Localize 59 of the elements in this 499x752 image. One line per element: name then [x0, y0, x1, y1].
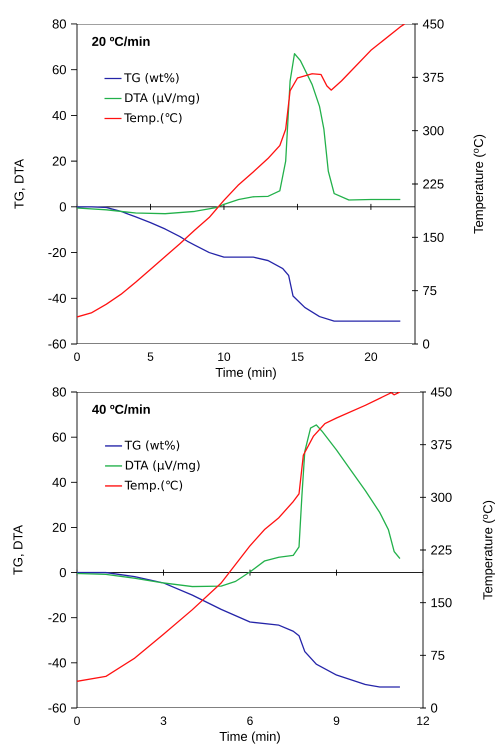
x-tick-label: 0 — [74, 352, 80, 361]
y2-axis-title: Temperature ($^{o}$C) — [482, 500, 495, 600]
text: 40 ºC/min — [92, 404, 150, 414]
x-tick-label: 12 — [417, 716, 430, 725]
x-tick-label: 10 — [218, 352, 230, 361]
y-tick-label: -20 — [48, 613, 66, 622]
y-tick-label: 80 — [52, 19, 66, 29]
x-tick-label: 20 — [364, 352, 378, 361]
y-tick-label: 20 — [52, 156, 66, 166]
y2-tick-label: 75 — [423, 286, 436, 296]
y2-tick-label: 225 — [423, 179, 444, 189]
legend-label: TG (wt%) — [124, 440, 180, 452]
y2-axis-title: Temperature ($^{o}$C) — [474, 134, 486, 234]
y2-tick-label: 450 — [430, 387, 452, 397]
line-series — [77, 424, 401, 588]
y-tick-label: 40 — [52, 110, 66, 120]
y-tick-label: 60 — [52, 432, 66, 442]
y-tick-label: 0 — [60, 202, 66, 212]
legend-label: TG (wt%) — [124, 72, 179, 84]
line-series — [77, 53, 401, 214]
line-series — [77, 392, 401, 682]
x-axis-title: Time (min) — [216, 368, 276, 380]
text: 20 ºC/min — [92, 36, 150, 46]
y2-tick-label: 300 — [431, 492, 452, 502]
x-tick-label: 9 — [334, 716, 340, 725]
y2-tick-label: 225 — [431, 545, 452, 555]
y-tick-label: -20 — [48, 248, 66, 258]
y-tick-label: -40 — [48, 294, 66, 303]
legend-label: DTA (µV/mg) — [125, 92, 200, 105]
y2-tick-label: 375 — [431, 440, 452, 450]
x-tick-label: 0 — [74, 716, 80, 725]
y-tick-label: -60 — [48, 703, 66, 713]
x-axis-title: Time (min) — [220, 732, 280, 744]
y-tick-label: 20 — [52, 522, 66, 532]
legend-label: Temp.(℃) — [124, 112, 182, 125]
y-tick-label: 60 — [52, 65, 66, 74]
y2-tick-label: 375 — [423, 72, 444, 82]
y-tick-label: 0 — [60, 568, 66, 578]
y-tick-label: 40 — [52, 478, 66, 487]
x-tick-label: 6 — [247, 716, 253, 725]
legend-label: DTA (µV/mg) — [126, 460, 200, 472]
y2-tick-label: 75 — [431, 650, 444, 660]
y2-tick-label: 150 — [424, 232, 444, 242]
line-series — [77, 206, 401, 322]
legend-label: Temp.(℃) — [124, 480, 182, 492]
y-tick-label: -40 — [48, 658, 66, 668]
y-tick-label: -60 — [48, 339, 66, 349]
y-axis-title: TG, DTA — [14, 158, 26, 209]
y2-tick-label: 300 — [423, 126, 444, 136]
y2-tick-label: 450 — [422, 19, 444, 29]
x-tick-label: 15 — [292, 352, 304, 361]
y-tick-label: 80 — [52, 387, 66, 397]
y2-tick-label: 0 — [423, 339, 430, 349]
y2-tick-label: 0 — [431, 703, 438, 713]
x-tick-label: 3 — [160, 716, 166, 725]
x-tick-label: 5 — [148, 352, 154, 361]
y-axis-title: TG, DTA — [13, 524, 24, 575]
y2-tick-label: 150 — [432, 598, 452, 608]
line-series — [77, 572, 401, 688]
